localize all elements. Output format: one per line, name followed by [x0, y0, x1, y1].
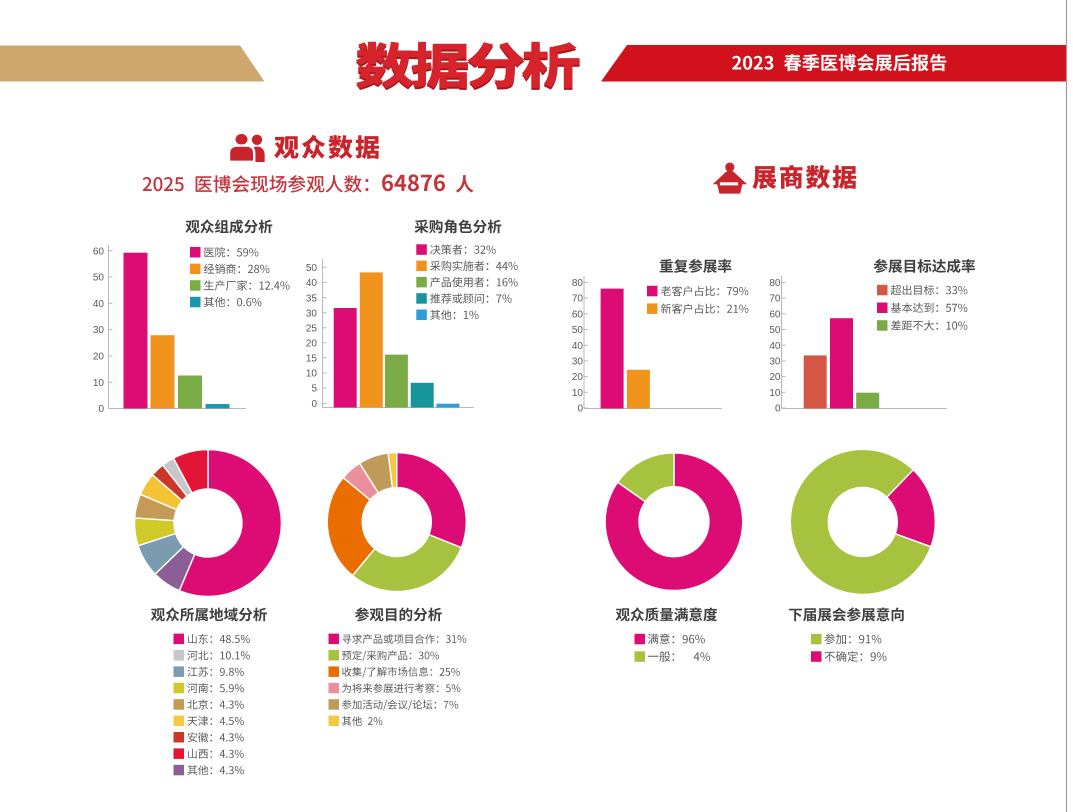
svg-text:40: 40	[769, 341, 781, 352]
svg-text:80: 80	[572, 278, 584, 289]
svg-text:30: 30	[769, 357, 781, 368]
svg-text:15: 15	[306, 353, 318, 364]
svg-text:70: 70	[572, 294, 584, 305]
svg-text:30: 30	[572, 357, 584, 368]
svg-text:20: 20	[769, 372, 781, 383]
svg-text:40: 40	[572, 341, 584, 352]
svg-text:70: 70	[769, 294, 781, 305]
svg-text:20: 20	[306, 338, 318, 349]
svg-text:25: 25	[306, 323, 318, 334]
svg-text:5: 5	[311, 384, 317, 395]
svg-text:60: 60	[93, 246, 105, 257]
svg-text:10: 10	[572, 388, 584, 399]
svg-text:60: 60	[572, 309, 584, 320]
svg-text:0: 0	[98, 404, 104, 415]
svg-text:0: 0	[775, 404, 781, 415]
svg-text:50: 50	[306, 263, 318, 274]
svg-text:30: 30	[93, 325, 105, 336]
svg-text:80: 80	[769, 278, 781, 289]
svg-text:40: 40	[306, 278, 318, 289]
svg-text:35: 35	[306, 293, 318, 304]
svg-text:0: 0	[577, 404, 583, 415]
svg-text:10: 10	[769, 388, 781, 399]
svg-text:20: 20	[93, 352, 105, 363]
svg-text:40: 40	[93, 299, 105, 310]
svg-text:60: 60	[769, 309, 781, 320]
svg-text:0: 0	[311, 399, 317, 410]
svg-text:50: 50	[769, 325, 781, 336]
svg-text:30: 30	[306, 308, 318, 319]
svg-text:10: 10	[93, 378, 105, 389]
svg-text:50: 50	[93, 273, 105, 284]
svg-text:20: 20	[572, 372, 584, 383]
svg-text:10: 10	[306, 369, 318, 380]
svg-text:50: 50	[572, 325, 584, 336]
